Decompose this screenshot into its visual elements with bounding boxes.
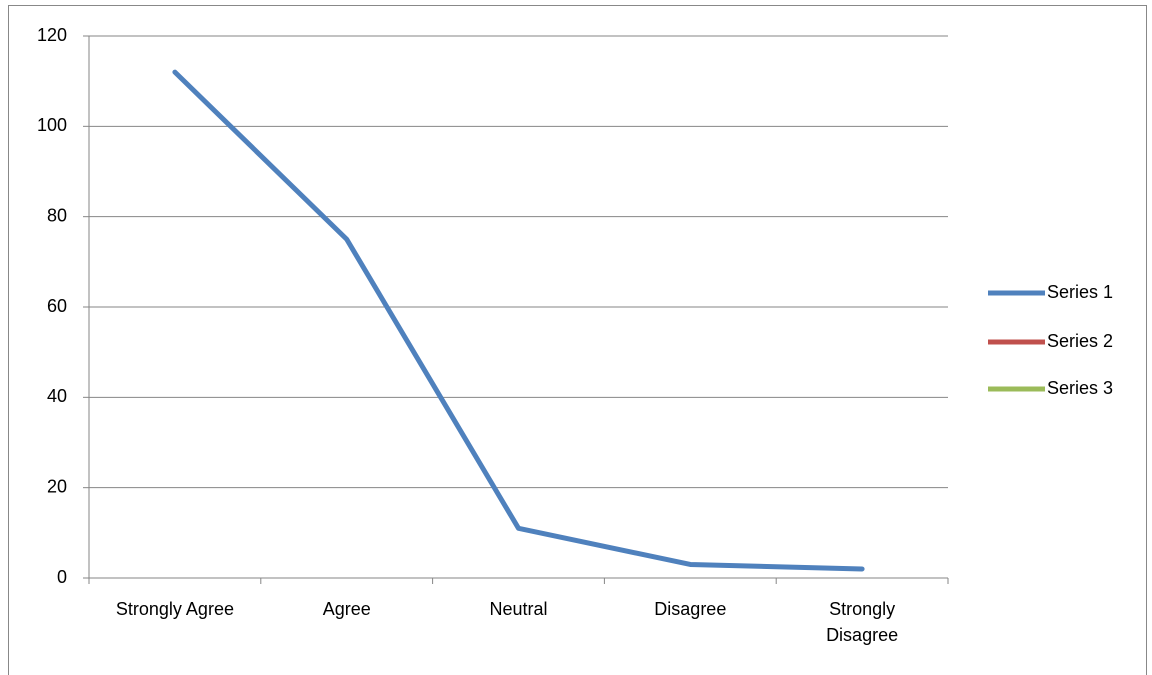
legend-label: Series 3 <box>1047 378 1113 398</box>
chart-border <box>8 5 1147 675</box>
y-tick-label: 0 <box>57 567 67 587</box>
y-tick-label: 80 <box>47 205 67 225</box>
x-tick-label: Agree <box>322 599 371 619</box>
legend-label: Series 2 <box>1047 331 1113 351</box>
x-tick-label: Strongly Agree <box>115 599 234 619</box>
x-tick-label: Disagree <box>654 599 727 619</box>
y-tick-label: 60 <box>47 296 67 316</box>
series-line <box>172 69 865 572</box>
y-tick-label: 40 <box>47 386 67 406</box>
x-tick-label: Strongly Disagree <box>826 599 899 645</box>
legend-label: Series 1 <box>1047 282 1113 302</box>
y-tick-label: 100 <box>37 115 67 135</box>
y-tick-label: 120 <box>37 25 67 45</box>
x-tick-label: Neutral <box>489 599 548 619</box>
y-tick-label: 20 <box>47 476 67 496</box>
